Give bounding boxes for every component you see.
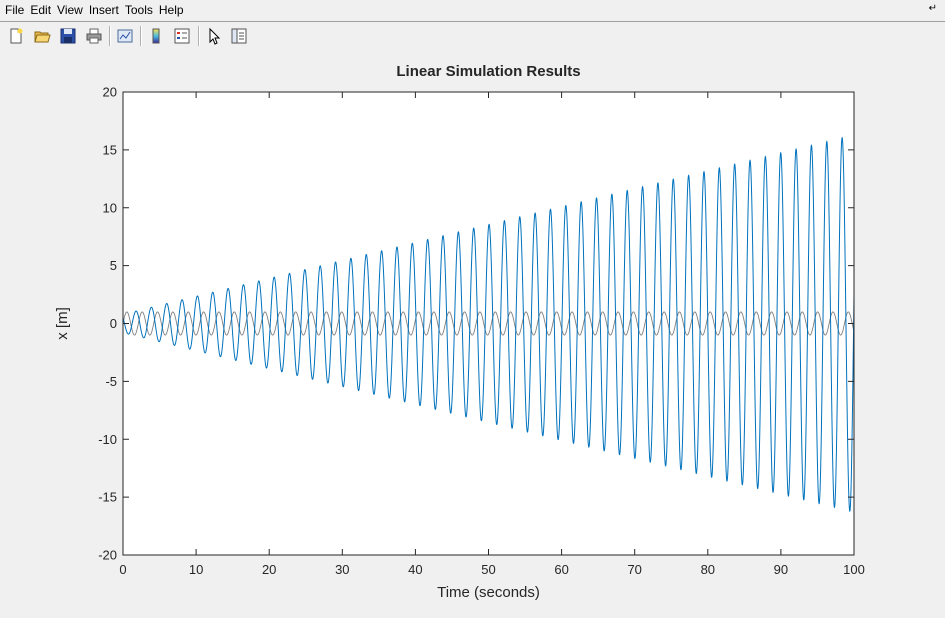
y-axis-label: x [m] (54, 307, 71, 340)
print-preview-icon[interactable] (116, 27, 134, 45)
x-tick-label: 50 (481, 562, 495, 577)
x-tick-label: 100 (843, 562, 865, 577)
x-tick-label: 60 (554, 562, 568, 577)
new-figure-icon[interactable] (7, 27, 25, 45)
x-tick-label: 70 (627, 562, 641, 577)
menu-view[interactable]: View (57, 3, 83, 17)
menu-file[interactable]: File (5, 3, 25, 17)
save-icon[interactable] (59, 27, 77, 45)
menu-help[interactable]: Help (158, 3, 184, 17)
figure-area: Linear Simulation Results 0 10 20 30 40 50 60 7… (0, 49, 945, 618)
series-line-response (122, 136, 855, 512)
x-axis-label: Time (seconds) (437, 584, 540, 601)
menu-edit[interactable]: Edit (30, 3, 52, 17)
legend-icon[interactable] (173, 27, 191, 45)
x-tick-label: 40 (408, 562, 422, 577)
y-tick-label: 15 (103, 142, 117, 157)
y-tick-label: -10 (98, 432, 117, 447)
series-line-input (122, 311, 855, 336)
axes-background[interactable] (123, 92, 854, 555)
y-tick-label: -20 (98, 548, 117, 563)
y-tick-label: -5 (105, 374, 117, 389)
menu-tools[interactable]: Tools (124, 3, 153, 17)
x-tick-label: 90 (774, 562, 788, 577)
menu-insert[interactable]: Insert (88, 3, 119, 17)
y-tick-label: 5 (110, 258, 117, 273)
menu-bar: File Edit View Insert Tools Help ↵ (0, 0, 945, 20)
y-tick-label: 10 (103, 200, 117, 215)
colorbar-icon[interactable] (147, 27, 165, 45)
toolbar (0, 21, 945, 50)
axes-box (122, 91, 855, 556)
y-tick-label: 20 (103, 85, 117, 100)
x-tick-label: 10 (189, 562, 203, 577)
x-tick-label: 80 (701, 562, 715, 577)
x-tick-label: 30 (335, 562, 349, 577)
open-file-icon[interactable] (33, 27, 51, 45)
property-editor-icon[interactable] (230, 27, 248, 45)
x-tick-label: 0 (119, 562, 126, 577)
print-icon[interactable] (85, 27, 103, 45)
y-tick-label: -15 (98, 490, 117, 505)
dock-arrow-icon[interactable]: ↵ (928, 3, 937, 14)
x-tick-label: 20 (262, 562, 276, 577)
chart-title: Linear Simulation Results (396, 63, 580, 80)
chart: Linear Simulation Results 0 10 20 30 40 50 60 7… (54, 63, 865, 601)
y-tick-label: 0 (110, 316, 117, 331)
pointer-icon[interactable] (205, 27, 223, 45)
